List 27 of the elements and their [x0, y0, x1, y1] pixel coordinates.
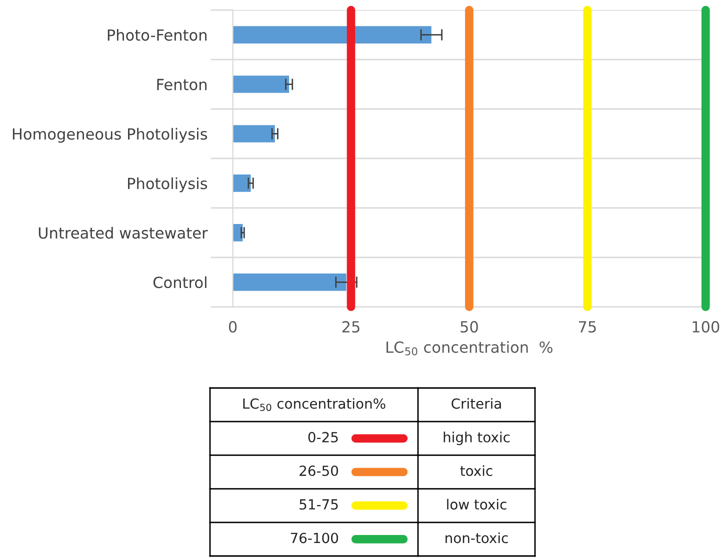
bar: [232, 76, 290, 93]
y-tick-label: Photo-Fenton: [108, 28, 207, 41]
x-axis-title: LC$_{50}$ concentration %: [386, 341, 552, 356]
text: 0-25: [308, 432, 338, 442]
y-tick-label: Homogeneous Photoliysis: [12, 128, 208, 143]
text: low toxic: [447, 498, 506, 510]
text: non-toxic: [446, 532, 508, 544]
y-tick-label: Untreated wastewater: [38, 226, 208, 239]
text: high toxic: [444, 432, 510, 446]
y-tick-label: Fenton: [157, 78, 207, 90]
text: toxic: [460, 465, 492, 476]
x-tick-label: 75: [578, 321, 596, 333]
x-tick-label: 0: [228, 321, 237, 333]
text: 76-100: [290, 532, 338, 544]
y-tick-label: Photoliysis: [128, 177, 208, 192]
x-tick-label: 50: [460, 321, 478, 333]
text: Criteria: [452, 398, 501, 409]
x-tick-label: 100: [692, 321, 720, 333]
text: 26-50: [300, 466, 338, 476]
y-tick-label: Control: [153, 276, 206, 288]
text: 51-75: [300, 499, 338, 510]
bar: [232, 274, 346, 291]
bar: [232, 174, 251, 192]
bar: [232, 125, 275, 142]
text: LC$_{50}$ concentration%: [243, 398, 386, 412]
bar: [232, 26, 432, 44]
x-tick-label: 25: [342, 321, 360, 333]
